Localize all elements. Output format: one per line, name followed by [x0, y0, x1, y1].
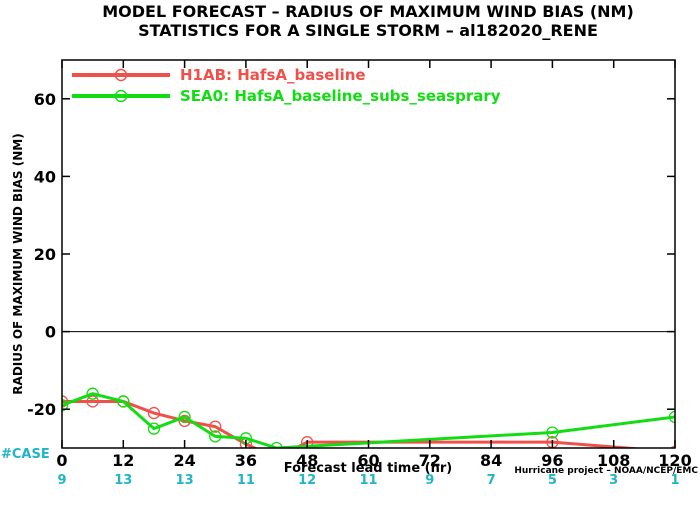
legend-marker-1: [114, 68, 128, 82]
y-axis-label: RADIUS OF MAXIMUM WIND BIAS (NM): [11, 133, 25, 394]
case-count-label: #CASE: [1, 447, 50, 462]
y-tick-label: -20: [27, 400, 56, 419]
case-count: 13: [114, 473, 132, 488]
case-count: 7: [487, 473, 496, 488]
case-count: 5: [548, 473, 557, 488]
data-point: [117, 395, 130, 408]
data-point: [271, 452, 282, 463]
chart-title: MODEL FORECAST – RADIUS OF MAXIMUM WIND …: [102, 2, 634, 21]
case-count: 12: [298, 473, 316, 488]
legend-marker-2: [114, 89, 128, 103]
case-count: 1: [670, 473, 679, 488]
x-tick-label: 108: [597, 451, 630, 470]
x-tick-label: 96: [541, 451, 563, 470]
plot-frame: [61, 59, 676, 449]
credit-text: Hurricane project – NOAA/NCEP/EMC: [514, 466, 698, 476]
data-point: [62, 395, 69, 408]
case-count: 13: [176, 473, 194, 488]
y-tick-label: 60: [34, 90, 56, 109]
legend: H1AB: HafsA_baseline SEA0: HafsA_baseline…: [72, 66, 501, 105]
x-tick-label: 120: [658, 451, 691, 470]
data-point: [178, 410, 191, 424]
x-axis-label: Forecast lead time (hr): [284, 461, 452, 476]
data-point: [209, 420, 222, 433]
data-point: [668, 410, 675, 424]
legend-label-2: SEA0: HafsA_baseline_subs_seasprary: [180, 87, 501, 105]
data-point: [147, 422, 161, 435]
legend-label-1: H1AB: HafsA_baseline: [180, 66, 366, 84]
plot-layer: [61, 60, 676, 463]
x-tick-label: 24: [173, 451, 195, 470]
y-tick-label: 40: [34, 167, 56, 186]
data-point: [546, 426, 559, 439]
y-tick-label: 20: [34, 245, 56, 264]
case-count: 11: [359, 473, 377, 488]
case-count: 9: [57, 473, 66, 488]
case-count: 3: [609, 473, 618, 488]
case-count: 9: [425, 473, 434, 488]
chart-subtitle: STATISTICS FOR A SINGLE STORM – al182020…: [138, 21, 598, 40]
x-tick-label: 0: [56, 451, 67, 470]
data-point: [270, 441, 283, 448]
data-point: [147, 406, 161, 420]
x-tick-label: 60: [357, 451, 379, 470]
data-point: [86, 387, 99, 400]
series-line-2: [62, 392, 675, 448]
case-count: 11: [237, 473, 255, 488]
data-point: [62, 399, 69, 412]
data-point: [209, 430, 222, 443]
y-tick-label: 0: [45, 323, 56, 342]
data-point: [86, 395, 99, 408]
x-tick-label: 84: [480, 451, 502, 470]
x-tick-label: 12: [112, 451, 134, 470]
x-tick-label: 36: [235, 451, 257, 470]
x-tick-label: 48: [296, 451, 318, 470]
x-tick-label: 72: [419, 451, 441, 470]
